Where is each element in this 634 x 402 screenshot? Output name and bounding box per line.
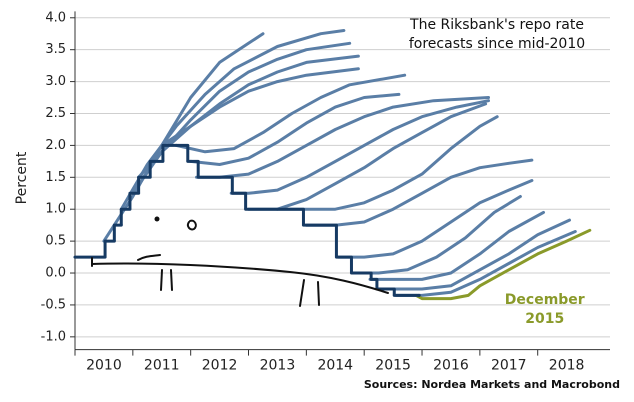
y-axis-label: Percent bbox=[14, 151, 30, 204]
forecast-line bbox=[160, 67, 360, 147]
x-tick-label: 2016 bbox=[433, 358, 469, 374]
forecast-line bbox=[229, 99, 490, 195]
forecast-line bbox=[394, 230, 577, 297]
y-tick-label: 3.0 bbox=[45, 74, 66, 89]
x-tick-label: 2015 bbox=[375, 358, 411, 374]
doodle-eye bbox=[154, 216, 160, 222]
forecast-line bbox=[380, 218, 571, 291]
y-tick-label: 3.5 bbox=[45, 42, 66, 57]
y-tick-label: -1.0 bbox=[41, 329, 66, 344]
forecast-line bbox=[414, 228, 592, 301]
forecast-line bbox=[195, 96, 490, 179]
doodle-stroke bbox=[170, 269, 173, 291]
x-tick-label: 2014 bbox=[317, 358, 353, 374]
doodle bbox=[91, 216, 389, 307]
forecast-line bbox=[275, 115, 499, 211]
x-tick-label: 2012 bbox=[202, 358, 238, 374]
doodle-stroke bbox=[160, 269, 163, 291]
forecast-line bbox=[189, 92, 401, 166]
forecast-line bbox=[174, 73, 407, 154]
doodle-stroke bbox=[317, 281, 320, 306]
doodle-stroke bbox=[299, 279, 305, 307]
forecast-line bbox=[304, 158, 534, 227]
x-tick-label: 2013 bbox=[260, 358, 296, 374]
doodle-stroke bbox=[91, 262, 389, 294]
y-tick-label: 4.0 bbox=[45, 10, 66, 25]
forecast-line bbox=[137, 54, 360, 179]
y-tick-label: 0.5 bbox=[45, 234, 66, 249]
x-tick-label: 2018 bbox=[549, 358, 585, 374]
x-tick-label: 2017 bbox=[491, 358, 527, 374]
forecast-line bbox=[247, 102, 488, 211]
y-tick-label: 0.0 bbox=[45, 266, 66, 281]
forecast-line bbox=[368, 210, 545, 281]
forecast-line bbox=[336, 179, 534, 259]
forecast-line bbox=[351, 195, 522, 275]
forecast-line bbox=[102, 32, 265, 243]
y-tick-label: 1.0 bbox=[45, 202, 66, 217]
doodle-stroke bbox=[137, 254, 161, 261]
plot bbox=[73, 29, 592, 301]
y-tick-label: 2.5 bbox=[45, 106, 66, 121]
title: The Riksbank's repo rate forecasts since… bbox=[408, 17, 586, 52]
forecast-line bbox=[119, 29, 346, 211]
doodle-stroke bbox=[186, 219, 197, 231]
series-label: December 2015 bbox=[504, 292, 585, 328]
y-tick-label: 1.5 bbox=[45, 170, 66, 185]
x-tick-label: 2010 bbox=[86, 358, 122, 374]
x-tick-label: 2011 bbox=[144, 358, 180, 374]
source: Sources: Nordea Markets and Macrobond bbox=[363, 378, 620, 391]
y-tick-label: -0.5 bbox=[41, 297, 66, 312]
y-tick-label: 2.0 bbox=[45, 138, 66, 153]
